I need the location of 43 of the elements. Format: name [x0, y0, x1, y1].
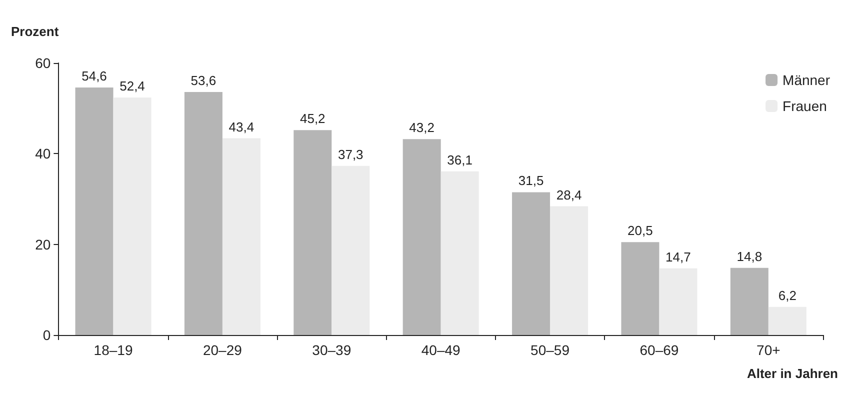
x-tick-label: 70+	[756, 342, 780, 358]
bar	[294, 130, 332, 335]
data-label: 14,8	[736, 248, 762, 264]
bar	[550, 206, 588, 335]
data-label: 45,2	[300, 111, 326, 126]
bar	[222, 138, 260, 335]
bar	[75, 87, 114, 335]
y-tick-label: 60	[35, 55, 51, 71]
y-tick-label: 0	[42, 327, 51, 343]
bar	[730, 268, 768, 335]
bar	[768, 306, 806, 335]
data-label: 54,6	[82, 68, 107, 84]
data-label: 14,7	[666, 249, 691, 264]
bar	[184, 92, 222, 335]
data-label: 31,5	[518, 173, 544, 188]
x-tick-label: 30–39	[312, 342, 352, 358]
data-label: 20,5	[628, 223, 653, 238]
bar	[402, 139, 441, 335]
y-axis-title: Prozent	[11, 24, 60, 39]
bar	[659, 268, 698, 335]
data-label: 37,3	[338, 146, 364, 162]
bar	[512, 192, 550, 335]
data-label: 53,6	[190, 73, 216, 88]
bar	[113, 97, 152, 335]
data-label: 52,4	[120, 78, 145, 94]
legend-label: Frauen	[782, 98, 827, 114]
legend-label: Männer	[782, 72, 830, 88]
x-tick-label: 60–69	[640, 342, 679, 358]
x-tick-label: 50–59	[530, 342, 570, 358]
data-label: 43,2	[409, 120, 434, 136]
y-tick-label: 20	[35, 236, 51, 252]
x-tick-label: 20–29	[202, 342, 242, 358]
data-label: 36,1	[447, 152, 472, 168]
bar	[332, 166, 370, 335]
data-label: 6,2	[778, 288, 796, 303]
bar	[440, 171, 479, 335]
bar	[621, 242, 660, 335]
x-tick-label: 40–49	[421, 342, 461, 358]
data-label: 43,4	[228, 119, 254, 134]
data-label: 28,4	[556, 187, 582, 202]
y-tick-label: 40	[35, 146, 51, 162]
x-axis-title: Alter in Jahren	[746, 366, 838, 381]
x-tick-label: 18–19	[94, 342, 133, 358]
